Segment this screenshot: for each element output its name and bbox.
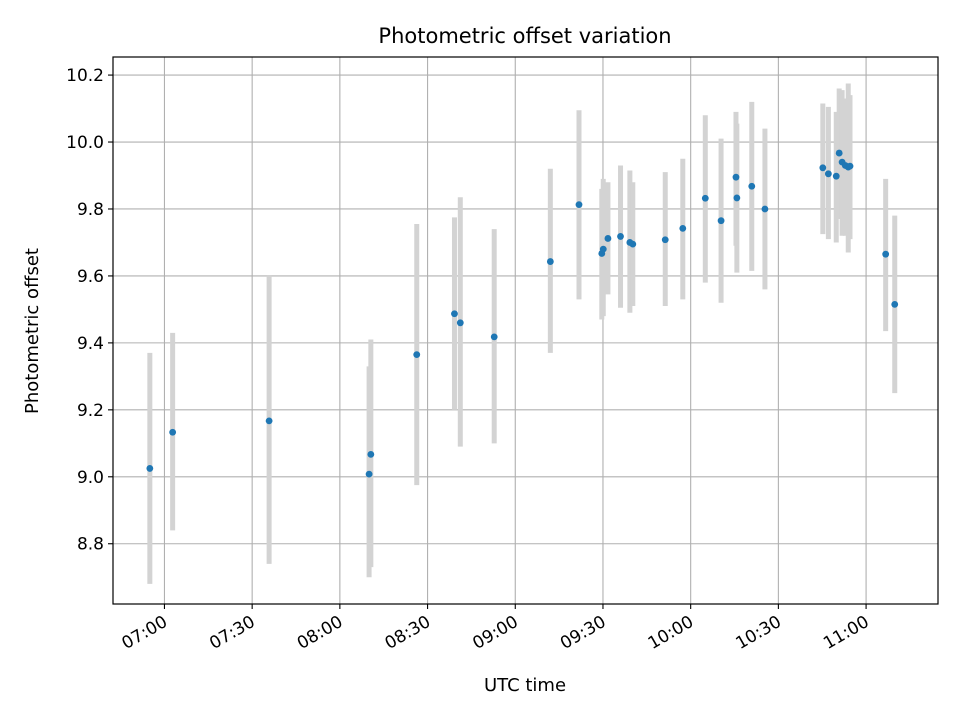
x-axis-ticks: 07:00 07:30 08:00 08:30 09:00 09:30 10:00 10:30… (119, 604, 873, 654)
data-point (846, 162, 854, 170)
data-point (629, 240, 637, 248)
y-tick-label: 8.8 (77, 535, 104, 555)
data-point (717, 217, 725, 225)
data-point (451, 310, 458, 318)
data-point (617, 233, 624, 240)
data-point (819, 164, 827, 172)
data-point (146, 465, 154, 472)
x-tick-label: 07:30 (206, 612, 258, 654)
y-tick-label: 9.4 (77, 334, 104, 354)
data-point (832, 172, 840, 180)
data-point (679, 224, 687, 232)
data-point (575, 201, 583, 209)
data-point (891, 300, 899, 308)
y-axis-label: Photometric offset (22, 248, 43, 414)
x-tick-label: 08:00 (294, 612, 346, 654)
data-point (367, 450, 375, 458)
y-tick-label: 10.0 (66, 133, 104, 153)
x-tick-label: 10:00 (645, 612, 697, 654)
x-tick-label: 08:30 (382, 612, 434, 654)
data-points (146, 149, 899, 478)
data-point (169, 428, 177, 436)
data-point (599, 245, 607, 253)
data-point (824, 170, 832, 178)
x-tick-label: 11:00 (820, 612, 872, 654)
data-point (365, 470, 373, 478)
data-point (835, 149, 843, 157)
data-point (546, 258, 554, 265)
data-point (748, 182, 756, 190)
data-point (733, 194, 741, 202)
x-tick-label: 10:30 (732, 612, 784, 654)
y-tick-label: 9.2 (77, 401, 104, 421)
data-point (761, 205, 769, 213)
x-axis-label: UTC time (484, 675, 566, 696)
x-tick-label: 09:30 (557, 612, 609, 654)
y-tick-label: 9.6 (77, 267, 104, 287)
grid-lines (113, 57, 938, 604)
chart-title: Photometric offset variation (378, 24, 671, 48)
error-bars (147, 83, 898, 584)
x-tick-label: 09:00 (469, 612, 521, 654)
y-tick-label: 10.2 (66, 66, 104, 86)
data-point (661, 236, 669, 244)
data-point (882, 250, 890, 258)
plot-frame (112, 56, 939, 605)
x-tick-label: 07:00 (119, 612, 171, 654)
data-point (490, 333, 498, 341)
data-point (265, 417, 273, 425)
data-point (701, 194, 709, 202)
data-point (604, 235, 612, 242)
data-point (413, 351, 421, 359)
y-tick-label: 9.0 (77, 468, 104, 488)
y-tick-label: 9.8 (77, 200, 104, 220)
data-point (732, 173, 740, 181)
data-point (456, 319, 464, 327)
y-axis-ticks: 8.8 9.0 9.2 9.4 9.6 9.8 10.0 10.2 (66, 66, 113, 555)
